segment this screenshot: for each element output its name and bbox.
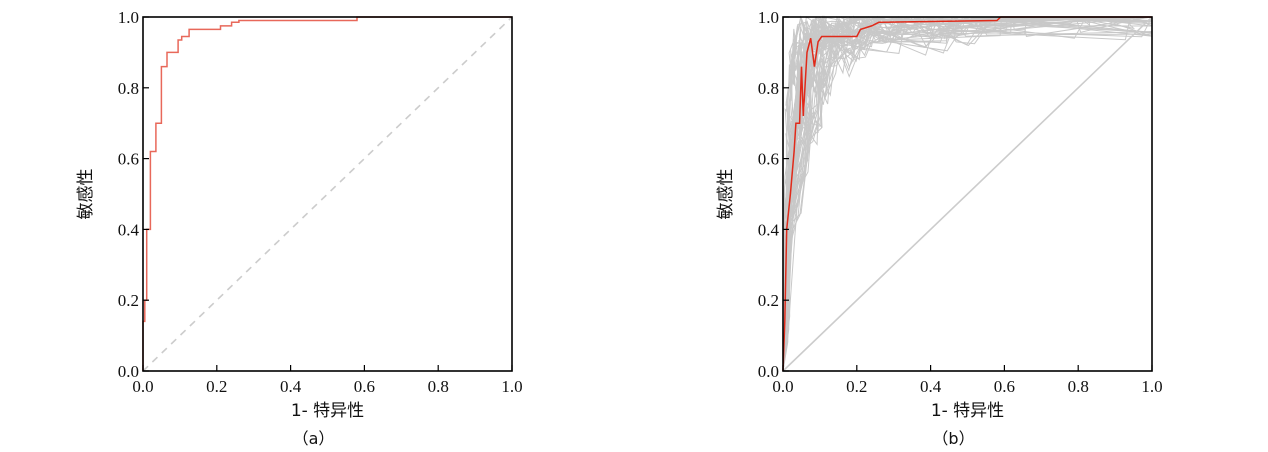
x-tick-label: 1.0 <box>501 377 522 396</box>
bootstrap-curve <box>782 16 1113 372</box>
bootstrap-curve <box>782 16 1110 372</box>
plot-frame <box>142 16 513 372</box>
x-axis-title: 1- 特异性 <box>931 401 1004 421</box>
bootstrap-curve <box>782 16 1111 371</box>
x-tick-label: 0.0 <box>132 377 153 396</box>
y-tick-label: 0.2 <box>118 291 139 310</box>
plot-frame <box>782 16 1153 372</box>
panel-b: 0.0 0.2 0.4 0.6 0.8 1.0 0.0 0.2 0.4 0.6 0.8 1.0 1- 特… <box>716 8 1163 448</box>
roc-curve <box>782 16 1152 372</box>
y-axis-title: 敏感性 <box>716 169 736 220</box>
bootstrap-curve <box>782 16 1109 372</box>
y-tick-label: 0.6 <box>758 150 779 169</box>
bootstrap-curve <box>782 16 1130 372</box>
x-tick-label: 0.2 <box>846 377 867 396</box>
x-tick-label: 0.4 <box>280 377 302 396</box>
y-tick-label: 1.0 <box>118 8 139 27</box>
y-tick-label: 0.4 <box>118 220 140 239</box>
bootstrap-curve <box>782 16 1123 372</box>
bootstrap-curve <box>782 16 1105 371</box>
y-tick-label: 0.6 <box>118 150 139 169</box>
panel-a: 0.0 0.2 0.4 0.6 0.8 1.0 0.0 0.2 0.4 0.6 0.8 1.0 1- 特… <box>76 8 523 448</box>
panel-caption: （b） <box>932 429 974 448</box>
reference-diagonal <box>782 16 1153 372</box>
x-tick-label: 0.6 <box>994 377 1015 396</box>
x-tick-label: 0.4 <box>920 377 942 396</box>
panel-caption: （a） <box>293 429 335 448</box>
bootstrap-curve <box>782 16 1104 371</box>
y-tick-label: 0.2 <box>758 291 779 310</box>
x-tick-label: 0.8 <box>1068 377 1089 396</box>
bootstrap-curve <box>782 16 1136 372</box>
x-tick-label: 0.2 <box>206 377 227 396</box>
bootstrap-curves <box>782 15 1153 372</box>
y-tick-label: 0.4 <box>758 220 780 239</box>
x-tick-label: 1.0 <box>1141 377 1162 396</box>
x-tick-label: 0.6 <box>354 377 375 396</box>
y-tick-label: 1.0 <box>758 8 779 27</box>
roc-curve <box>142 16 512 371</box>
bootstrap-curve <box>782 16 1134 372</box>
reference-diagonal <box>142 16 513 372</box>
bootstrap-curve <box>782 16 1113 372</box>
y-tick-label: 0.0 <box>118 362 139 381</box>
x-tick-label: 0.8 <box>428 377 449 396</box>
y-tick-label: 0.8 <box>118 79 139 98</box>
y-tick-label: 0.8 <box>758 79 779 98</box>
bootstrap-curve <box>782 16 1035 372</box>
x-tick-label: 0.0 <box>772 377 793 396</box>
x-axis-title: 1- 特异性 <box>291 401 364 421</box>
y-axis-title: 敏感性 <box>76 169 96 220</box>
bootstrap-curve <box>782 16 1144 372</box>
bootstrap-curve <box>782 16 1021 372</box>
y-tick-label: 0.0 <box>758 362 779 381</box>
bootstrap-curve <box>782 15 1110 372</box>
